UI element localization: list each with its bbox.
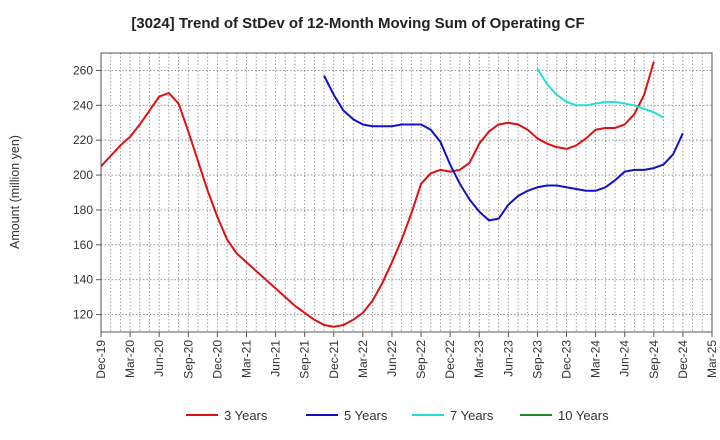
- x-tick-label: Dec-24: [676, 340, 690, 379]
- x-tick-label: Dec-19: [94, 340, 108, 379]
- x-tick-label: Sep-20: [181, 340, 195, 379]
- grid: [101, 53, 712, 332]
- legend-label: 3 Years: [224, 408, 268, 423]
- x-tick-label: Sep-22: [414, 340, 428, 379]
- x-tick-label: Mar-22: [356, 340, 370, 378]
- y-tick-label: 220: [73, 133, 93, 147]
- y-tick-label: 200: [73, 168, 93, 182]
- x-axis-ticks: Dec-19 Mar-20 Jun-20 Sep-20 Dec-20 Mar-21 Jun-…: [94, 332, 719, 379]
- x-tick-label: Sep-23: [530, 340, 544, 379]
- y-tick-label: 140: [73, 273, 93, 287]
- x-tick-label: Jun-22: [385, 340, 399, 377]
- legend-item: 5 Years: [306, 408, 388, 423]
- x-tick-label: Jun-24: [618, 340, 632, 377]
- x-tick-label: Dec-20: [210, 340, 224, 379]
- series-line: [100, 61, 655, 328]
- x-tick-label: Mar-25: [705, 340, 719, 378]
- x-tick-label: Sep-21: [298, 340, 312, 379]
- y-tick-label: 120: [73, 308, 93, 322]
- legend-item: 7 Years: [412, 408, 494, 423]
- x-tick-label: Mar-23: [472, 340, 486, 378]
- series-line: [536, 68, 664, 119]
- y-axis-label: Amount (million yen): [8, 135, 22, 249]
- series-lines: [100, 61, 684, 328]
- series-line: [323, 75, 684, 222]
- legend-item: 3 Years: [186, 408, 268, 423]
- legend-label: 7 Years: [450, 408, 494, 423]
- y-axis-ticks: 120 140 160 180 200 220 240 260: [73, 63, 101, 322]
- legend-item: 10 Years: [520, 408, 609, 423]
- x-tick-label: Jun-21: [269, 340, 283, 377]
- x-tick-label: Dec-23: [560, 340, 574, 379]
- legend-label: 10 Years: [558, 408, 609, 423]
- x-tick-label: Jun-23: [501, 340, 515, 377]
- chart-title: [3024] Trend of StDev of 12-Month Moving…: [131, 15, 584, 32]
- x-tick-label: Mar-21: [239, 340, 253, 378]
- x-tick-label: Sep-24: [647, 340, 661, 379]
- x-tick-label: Dec-21: [327, 340, 341, 379]
- x-tick-label: Mar-20: [123, 340, 137, 378]
- y-tick-label: 180: [73, 203, 93, 217]
- y-tick-label: 240: [73, 98, 93, 112]
- x-tick-label: Mar-24: [589, 340, 603, 378]
- y-tick-label: 160: [73, 238, 93, 252]
- x-tick-label: Dec-22: [443, 340, 457, 379]
- legend-label: 5 Years: [344, 408, 388, 423]
- x-tick-label: Jun-20: [152, 340, 166, 377]
- legend: 3 Years 5 Years 7 Years 10 Years: [186, 408, 609, 423]
- y-tick-label: 260: [73, 63, 93, 77]
- plot-area: [100, 52, 713, 333]
